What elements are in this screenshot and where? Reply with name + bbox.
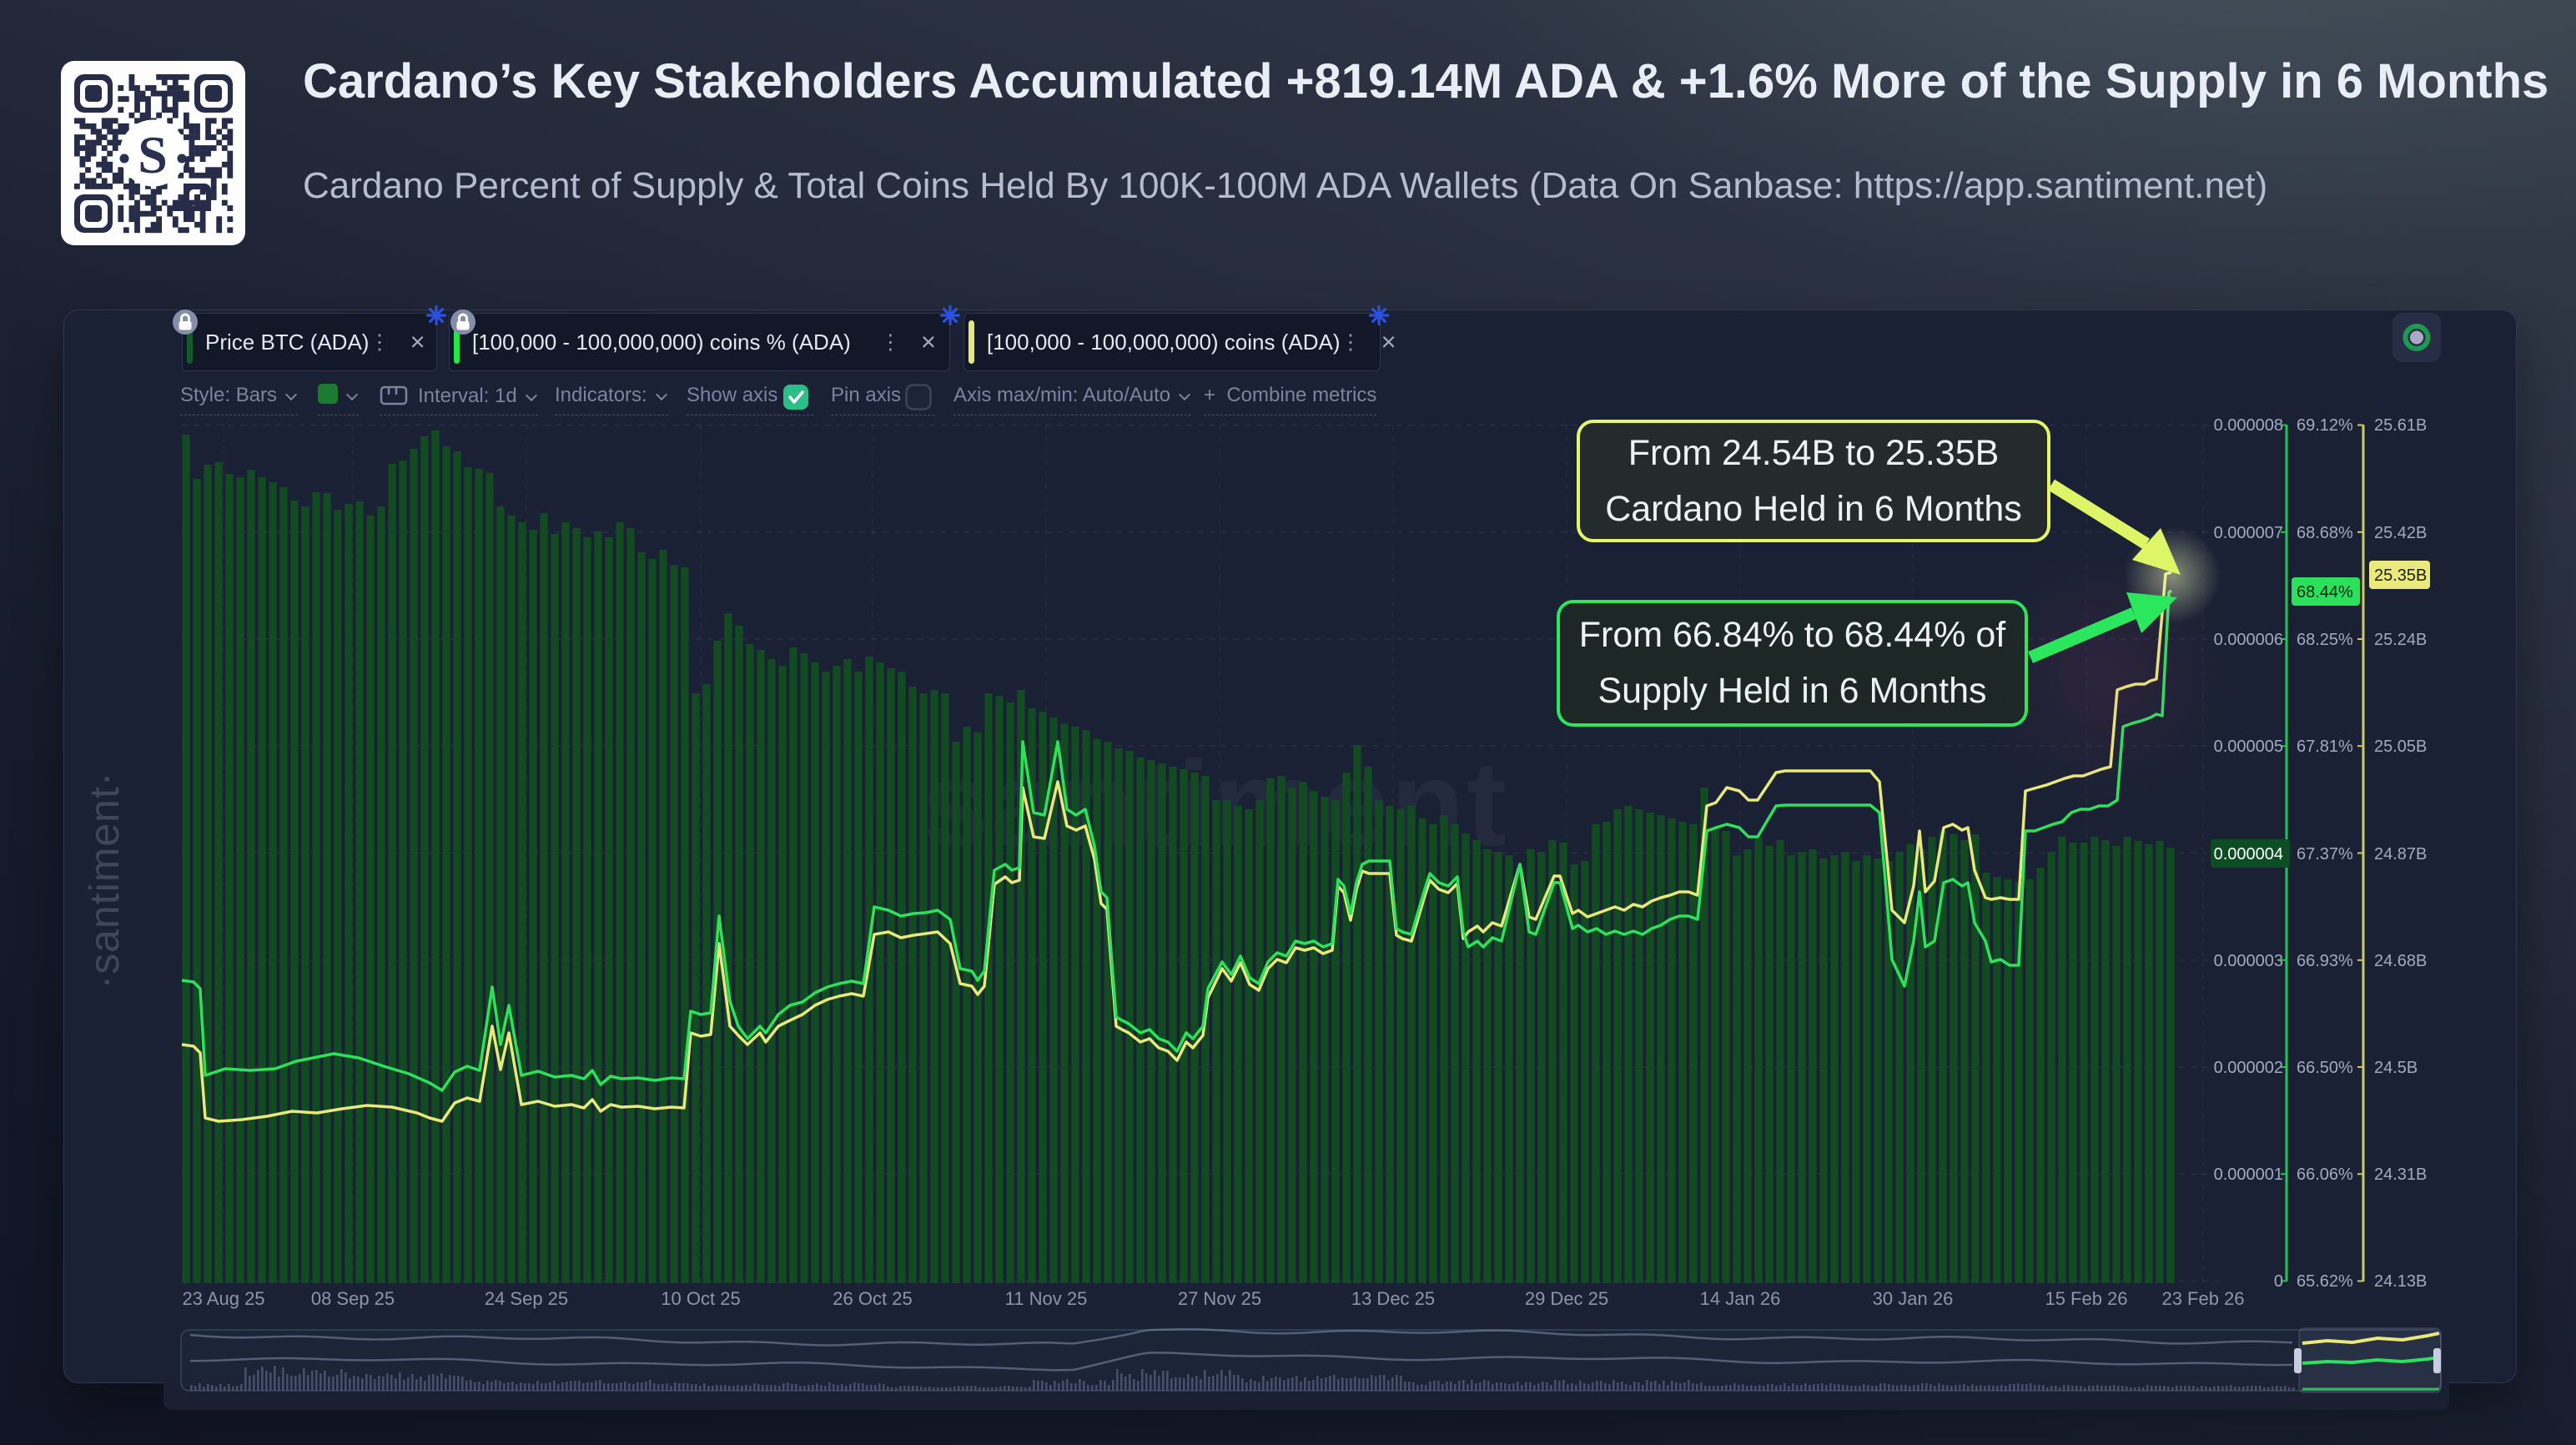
svg-text:68.44%: 68.44% bbox=[2297, 583, 2353, 602]
svg-text:25.35B: 25.35B bbox=[2374, 566, 2427, 585]
svg-text:S: S bbox=[138, 125, 168, 184]
svg-text:67.81%: 67.81% bbox=[2297, 738, 2353, 756]
svg-text:66.50%: 66.50% bbox=[2297, 1059, 2353, 1077]
svg-text:25.24B: 25.24B bbox=[2374, 631, 2427, 649]
svg-text:24 Sep 25: 24 Sep 25 bbox=[485, 1288, 568, 1309]
svg-text:29 Dec 25: 29 Dec 25 bbox=[1525, 1288, 1608, 1309]
svg-text:08 Sep 25: 08 Sep 25 bbox=[311, 1288, 395, 1309]
svg-text:25.61B: 25.61B bbox=[2374, 416, 2427, 435]
svg-text:10 Oct 25: 10 Oct 25 bbox=[661, 1288, 740, 1309]
svg-text:14 Jan 26: 14 Jan 26 bbox=[1700, 1288, 1781, 1309]
svg-text:68.68%: 68.68% bbox=[2297, 524, 2353, 542]
svg-text:0.000008: 0.000008 bbox=[2214, 416, 2283, 435]
svg-text:0.000002: 0.000002 bbox=[2214, 1059, 2283, 1077]
svg-text:24.68B: 24.68B bbox=[2374, 952, 2427, 970]
svg-text:24.31B: 24.31B bbox=[2374, 1166, 2427, 1184]
svg-text:24.13B: 24.13B bbox=[2374, 1272, 2427, 1291]
svg-text:23 Feb 26: 23 Feb 26 bbox=[2161, 1288, 2244, 1309]
svg-text:0.000005: 0.000005 bbox=[2214, 738, 2283, 756]
svg-text:0.000006: 0.000006 bbox=[2214, 631, 2283, 649]
svg-text:0.000003: 0.000003 bbox=[2214, 952, 2283, 970]
svg-text:66.93%: 66.93% bbox=[2297, 952, 2353, 970]
svg-text:0.000007: 0.000007 bbox=[2214, 524, 2283, 542]
svg-text:15 Feb 26: 15 Feb 26 bbox=[2045, 1288, 2127, 1309]
svg-text:69.12%: 69.12% bbox=[2297, 416, 2353, 435]
svg-text:11 Nov 25: 11 Nov 25 bbox=[1005, 1288, 1088, 1309]
svg-text:68.25%: 68.25% bbox=[2297, 631, 2353, 649]
svg-text:0.000001: 0.000001 bbox=[2214, 1166, 2283, 1184]
svg-text:67.37%: 67.37% bbox=[2297, 845, 2353, 863]
svg-text:0.000004: 0.000004 bbox=[2214, 845, 2283, 863]
svg-text:13 Dec 25: 13 Dec 25 bbox=[1351, 1288, 1435, 1309]
svg-text:25.05B: 25.05B bbox=[2374, 738, 2427, 756]
svg-text:24.5B: 24.5B bbox=[2374, 1059, 2418, 1077]
svg-text:65.62%: 65.62% bbox=[2297, 1272, 2353, 1291]
svg-text:30 Jan 26: 30 Jan 26 bbox=[1873, 1288, 1954, 1309]
svg-text:0: 0 bbox=[2274, 1272, 2283, 1291]
svg-text:66.06%: 66.06% bbox=[2297, 1166, 2353, 1184]
svg-text:25.42B: 25.42B bbox=[2374, 524, 2427, 542]
svg-text:27 Nov 25: 27 Nov 25 bbox=[1178, 1288, 1261, 1309]
svg-text:24.87B: 24.87B bbox=[2374, 845, 2427, 863]
svg-text:23 Aug 25: 23 Aug 25 bbox=[182, 1288, 264, 1309]
svg-text:26 Oct 25: 26 Oct 25 bbox=[833, 1288, 912, 1309]
